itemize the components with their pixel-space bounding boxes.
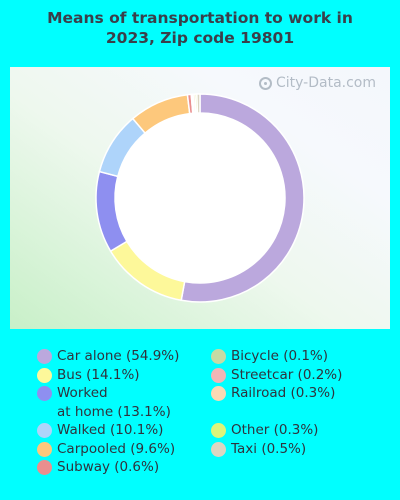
- legend-item: Subway (0.6%): [37, 458, 179, 477]
- legend-label: Walked (10.1%): [57, 422, 164, 438]
- legend-swatch: [37, 423, 52, 438]
- donut-chart: [95, 93, 305, 303]
- legend-label: Bus (14.1%): [57, 366, 140, 383]
- legend-column-1: Car alone (54.9%) Bus (14.1%) Worked at hom…: [37, 347, 179, 477]
- legend-label: Streetcar (0.2%): [231, 366, 343, 383]
- legend-column-2: Bicycle (0.1%) Streetcar (0.2%) Railroad (…: [211, 347, 342, 458]
- legend-label-continued: at home (13.1%): [57, 403, 171, 420]
- legend-swatch: [37, 386, 52, 401]
- legend-item: Other (0.3%): [211, 421, 342, 440]
- legend-swatch: [37, 460, 52, 475]
- legend-label: Carpooled (9.6%): [57, 440, 176, 457]
- legend-item: Walked (10.1%): [37, 421, 179, 440]
- legend-label: Subway (0.6%): [57, 459, 160, 475]
- legend-item: Railroad (0.3%): [211, 384, 342, 403]
- legend-label: Other (0.3%): [231, 422, 319, 438]
- legend-item: Worked at home (13.1%): [37, 384, 179, 421]
- legend-swatch: [211, 423, 226, 438]
- chart-title: Means of transportation to work in 2023, …: [0, 8, 400, 48]
- legend-label: Car alone (54.9%): [57, 348, 180, 364]
- legend-swatch: [211, 386, 226, 401]
- slice-taxi: [196, 93, 201, 114]
- legend-swatch: [211, 349, 226, 364]
- watermark-text: City-Data.com: [275, 75, 376, 91]
- legend-item: Bicycle (0.1%): [211, 347, 342, 366]
- legend-swatch: [211, 367, 226, 383]
- legend-item: Taxi (0.5%): [211, 440, 342, 459]
- chart-title-text: Means of transportation to work in 2023, …: [47, 9, 353, 47]
- legend-item: Bus (14.1%): [37, 366, 179, 385]
- watermark: City-Data.com: [258, 75, 376, 91]
- legend-item: Streetcar (0.2%): [211, 366, 342, 385]
- legend-swatch: [37, 349, 52, 364]
- legend-swatch: [37, 367, 52, 383]
- legend-label: Taxi (0.5%): [231, 440, 307, 457]
- legend-item: Car alone (54.9%): [37, 347, 179, 366]
- legend-spacer: [211, 403, 342, 422]
- legend-label: Bicycle (0.1%): [231, 348, 329, 364]
- donut-hole: [115, 113, 285, 283]
- legend-label: Railroad (0.3%): [231, 385, 336, 401]
- legend-swatch: [37, 441, 52, 457]
- plot-area: City-Data.com: [10, 67, 390, 329]
- watermark-icon: [258, 76, 272, 90]
- legend-label: Worked: [57, 385, 108, 401]
- legend-swatch: [211, 441, 226, 457]
- legend-item: Carpooled (9.6%): [37, 440, 179, 459]
